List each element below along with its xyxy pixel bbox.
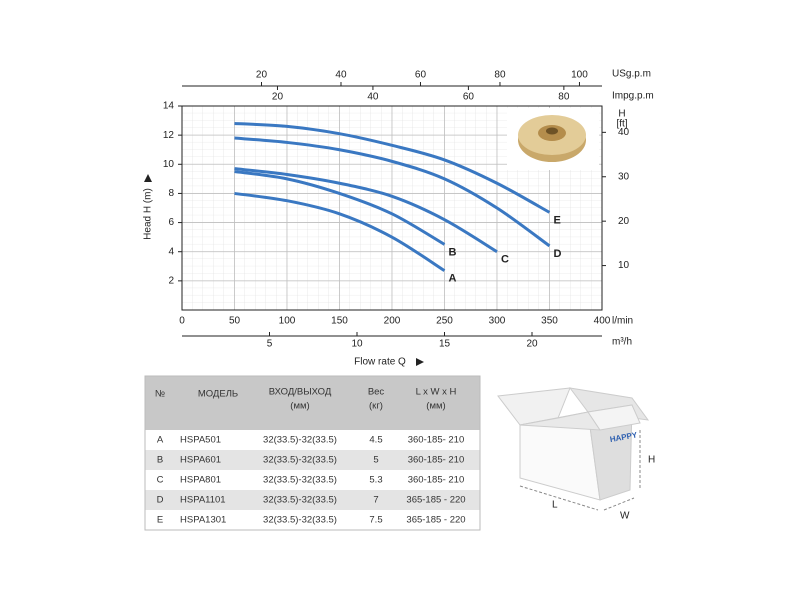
- x-tick-label: 100: [279, 316, 296, 327]
- x-tick-label: 350: [541, 316, 558, 327]
- curve-label: E: [554, 214, 561, 226]
- x-tick-label: 0: [179, 316, 185, 327]
- top-tick-label: 60: [463, 92, 475, 103]
- table-header: МОДЕЛЬ: [198, 389, 238, 400]
- y-axis-label: Head H (m): [143, 188, 154, 240]
- table-header: L x W x H: [416, 387, 457, 398]
- table-header: ВХОД/ВЫХОД: [269, 387, 332, 398]
- table-header: (кг): [369, 401, 383, 412]
- spec-table: № МОДЕЛЬ ВХОД/ВЫХОД (мм) Вес (кг) L x W x H (мм…: [144, 375, 481, 531]
- table-cell: 32(33.5)-32(33.5): [263, 475, 337, 486]
- top-tick-label: 60: [415, 70, 427, 81]
- y-tick-label: 10: [163, 159, 175, 170]
- plot-frame: [181, 105, 603, 311]
- x2-tick-label: 10: [351, 339, 363, 350]
- table-cell: HSPA601: [180, 455, 221, 466]
- x2-tick-label: 20: [526, 339, 538, 350]
- y2-label: H: [618, 109, 625, 120]
- table-cell: 365-185 - 220: [406, 515, 465, 526]
- x2-tick-label: 15: [439, 339, 451, 350]
- x2-tick-label: 5: [267, 339, 273, 350]
- top-tick-label: 20: [256, 70, 268, 81]
- table-cell: 4.5: [369, 435, 382, 446]
- table-cell: C: [157, 475, 164, 486]
- table-header: Вес: [368, 387, 385, 398]
- x-tick-label: 300: [489, 316, 506, 327]
- top-axis-label: USg.p.m: [612, 69, 651, 80]
- curve-label: B: [449, 246, 457, 258]
- table-cell: HSPA1101: [180, 495, 226, 506]
- table-cell: D: [157, 495, 164, 506]
- table-cell: A: [157, 435, 164, 446]
- table-cell: 5: [373, 455, 378, 466]
- table-cell: 360-185- 210: [408, 435, 465, 446]
- x-axis-label: Flow rate Q: [354, 357, 406, 368]
- curve-label: C: [501, 254, 509, 266]
- table-cell: 7: [373, 495, 378, 506]
- y-tick-label: 12: [163, 130, 175, 141]
- y2-unit: [ft]: [616, 119, 627, 130]
- top-tick-label: 20: [272, 92, 284, 103]
- table-cell: HSPA801: [180, 475, 221, 486]
- y-tick-label: 2: [168, 275, 174, 286]
- y-tick-label: 8: [168, 188, 174, 199]
- y2-tick-label: 20: [618, 216, 630, 227]
- y2-tick-label: 40: [618, 127, 630, 138]
- table-cell: 365-185 - 220: [406, 495, 465, 506]
- impeller-image: [507, 108, 599, 170]
- curve: [234, 170, 446, 246]
- table-cell: E: [157, 515, 163, 526]
- box-h-label: H: [648, 455, 655, 466]
- table-cell: 32(33.5)-32(33.5): [263, 455, 337, 466]
- table-header: (мм): [290, 401, 309, 412]
- table-cell: 360-185- 210: [408, 455, 465, 466]
- x-tick-label: 50: [229, 316, 241, 327]
- x-tick-label: 150: [331, 316, 348, 327]
- box-l-label: L: [552, 500, 558, 511]
- top-tick-label: 40: [335, 70, 347, 81]
- curve: [234, 136, 551, 248]
- table-cell: 5.3: [369, 475, 382, 486]
- top-tick-label: 80: [558, 92, 570, 103]
- table-cell: 360-185- 210: [408, 475, 465, 486]
- table-cell: 32(33.5)-32(33.5): [263, 515, 337, 526]
- curve: [234, 191, 446, 272]
- table-cell: HSPA1301: [180, 515, 226, 526]
- y2-tick-label: 30: [618, 171, 630, 182]
- x-unit: l/min: [612, 316, 633, 327]
- top-axis-label: Impg.p.m: [612, 91, 654, 102]
- x-tick-label: 400: [594, 316, 611, 327]
- top-tick-label: 40: [367, 92, 379, 103]
- y-tick-label: 14: [163, 101, 175, 112]
- table-cell: B: [157, 455, 163, 466]
- x-arrow: [416, 358, 424, 366]
- y-tick-label: 6: [168, 217, 174, 228]
- top-tick-label: 100: [571, 70, 588, 81]
- x2-unit: m³/h: [612, 337, 632, 348]
- box-diagram: HAPPY H L W: [497, 387, 655, 522]
- table-cell: 7.5: [369, 515, 382, 526]
- table-header: (мм): [426, 401, 445, 412]
- top-tick-label: 80: [494, 70, 506, 81]
- curve-label: A: [449, 273, 457, 285]
- x-tick-label: 200: [384, 316, 401, 327]
- y-tick-label: 4: [168, 246, 174, 257]
- y2-tick-label: 10: [618, 260, 630, 271]
- curve-label: D: [554, 248, 562, 260]
- curve: [234, 121, 551, 214]
- y-arrow: [144, 174, 152, 182]
- curve: [234, 167, 498, 253]
- table-header: №: [155, 389, 165, 400]
- table-cell: HSPA501: [180, 435, 221, 446]
- table-cell: 32(33.5)-32(33.5): [263, 435, 337, 446]
- x-tick-label: 250: [436, 316, 453, 327]
- table-cell: 32(33.5)-32(33.5): [263, 495, 337, 506]
- box-w-label: W: [620, 511, 630, 522]
